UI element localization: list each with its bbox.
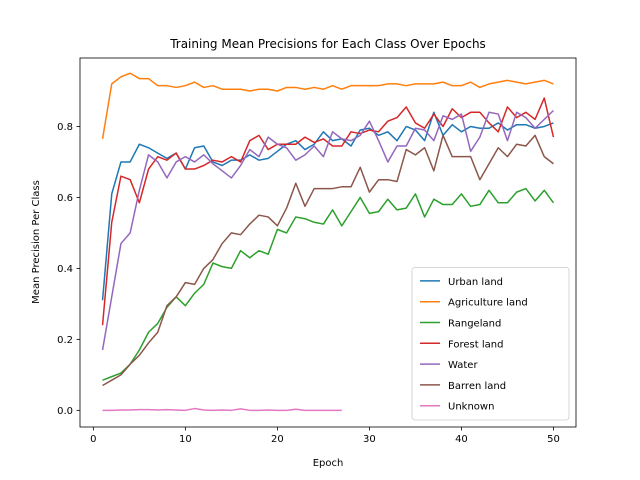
series-layer [101, 72, 555, 412]
x-tick-label: 30 [363, 434, 376, 445]
series-line-water [101, 109, 554, 351]
y-axis-label: Mean Precision Per Class [31, 180, 42, 304]
x-tick-label: 40 [455, 434, 468, 445]
x-tick-label: 0 [90, 434, 96, 445]
plot-frame [79, 57, 577, 428]
legend-label-forest-land: Forest land [448, 339, 503, 350]
x-tick-label: 10 [179, 434, 192, 445]
y-axis: 0.0 0.2 0.4 0.6 0.8 [57, 122, 80, 417]
legend-label-agriculture-land: Agriculture land [448, 298, 528, 309]
legend-label-barren-land: Barren land [448, 381, 506, 392]
legend-label-urban-land: Urban land [448, 277, 503, 288]
legend-label-rangeland: Rangeland [448, 319, 501, 330]
series-line-unknown [102, 407, 342, 412]
y-tick-label: 0.2 [57, 335, 73, 346]
series-line-rangeland [102, 187, 555, 381]
x-tick-label: 20 [271, 434, 284, 445]
y-tick-label: 0.6 [57, 193, 73, 204]
y-tick-label: 0.4 [57, 264, 73, 275]
x-axis: 0 10 20 30 40 50 [90, 427, 560, 445]
legend-label-water: Water [448, 360, 478, 371]
legend-label-unknown: Unknown [448, 402, 494, 413]
chart-title: Training Mean Precisions for Each Class … [169, 37, 486, 51]
y-tick-label: 0.8 [57, 122, 73, 133]
x-axis-label: Epoch [313, 458, 344, 469]
y-tick-label: 0.0 [57, 406, 73, 417]
x-tick-label: 50 [547, 434, 560, 445]
legend-box [411, 266, 570, 421]
legend: Urban land Agriculture land Rangeland Fores… [411, 266, 570, 421]
series-line-barren-land [102, 134, 554, 387]
series-line-agriculture-land [101, 72, 554, 140]
